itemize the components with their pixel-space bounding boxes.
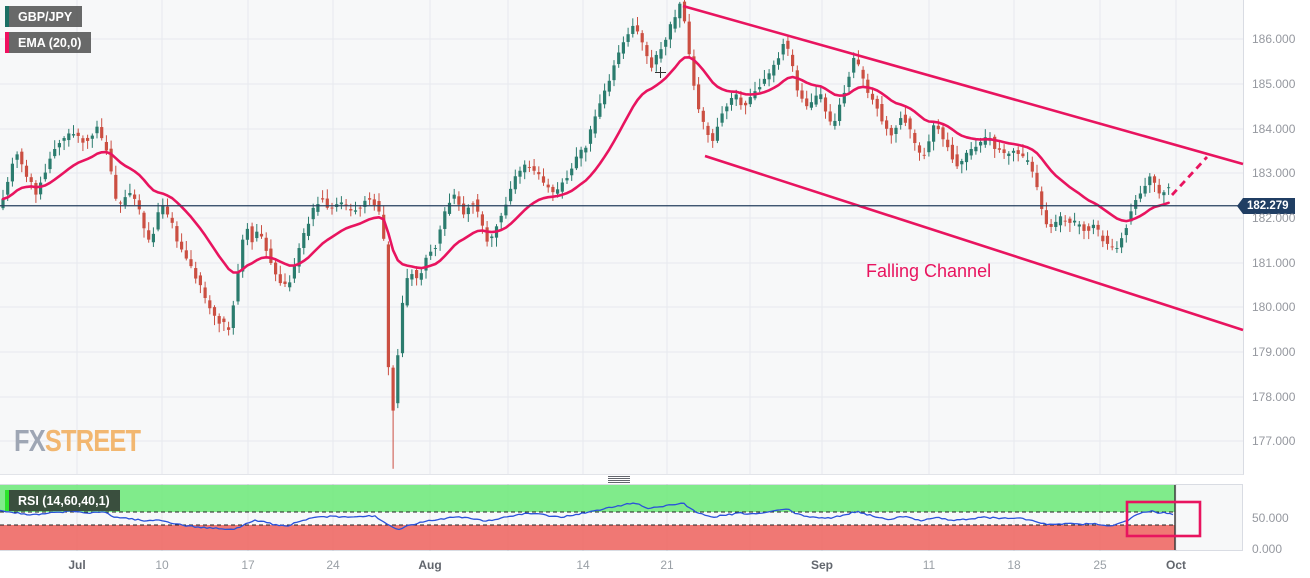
channel-lower-line xyxy=(704,154,1244,332)
time-axis-label: Jul xyxy=(68,558,86,572)
crosshair-marker xyxy=(655,67,666,78)
candlesticks-layer xyxy=(1,0,1171,469)
price-axis-label: 182.000 xyxy=(1252,211,1296,225)
rsi-label: RSI (14,60,40,1) xyxy=(18,493,110,508)
rsi-highlight-rect xyxy=(1125,500,1202,538)
price-axis-label: 180.000 xyxy=(1252,300,1296,314)
price-axis-label: 177.000 xyxy=(1252,434,1296,448)
projection-dashed-line xyxy=(1170,156,1209,196)
price-axis-label: 178.000 xyxy=(1252,390,1296,404)
rsi-overbought-zone xyxy=(0,485,1175,512)
time-axis-label: 25 xyxy=(1093,558,1107,572)
time-axis-label: 18 xyxy=(1007,558,1021,572)
ema-accent-bar xyxy=(5,32,9,53)
price-axis-label: 184.000 xyxy=(1252,122,1296,136)
price-axis-label: 181.000 xyxy=(1252,256,1296,270)
rsi-legend-badge: RSI (14,60,40,1) xyxy=(5,490,120,511)
time-axis-label: 21 xyxy=(660,558,674,572)
rsi-accent-bar xyxy=(5,490,9,511)
ema-line xyxy=(1,55,1170,274)
time-axis-label: 17 xyxy=(241,558,255,572)
fxstreet-watermark: FXSTREET xyxy=(14,423,141,459)
ema-legend-badge: EMA (20,0) xyxy=(5,32,92,53)
time-axis-label: Sep xyxy=(810,558,834,572)
price-axis-label: 0.000 xyxy=(1252,542,1283,556)
time-axis-label: 10 xyxy=(155,558,169,572)
gridlines xyxy=(0,0,1243,551)
time-axis-label: 14 xyxy=(576,558,590,572)
pane-resize-handle[interactable] xyxy=(608,476,630,483)
channel-upper-line xyxy=(682,4,1244,166)
price-axis-label: 179.000 xyxy=(1252,345,1296,359)
price-axis-label: 50.000 xyxy=(1252,511,1289,525)
last-price-badge: 182.279 xyxy=(1237,198,1295,214)
symbol-label: GBP/JPY xyxy=(18,9,73,24)
watermark-fx: FX xyxy=(14,423,46,458)
price-axis-label: 185.000 xyxy=(1252,77,1296,91)
falling-channel-annotation: Falling Channel xyxy=(866,261,992,281)
price-axis-label: 186.000 xyxy=(1252,32,1296,46)
ema-label: EMA (20,0) xyxy=(18,35,82,50)
symbol-accent-bar xyxy=(5,6,9,27)
watermark-street: STREET xyxy=(44,423,141,458)
rsi-zones xyxy=(0,485,1176,550)
time-axis-label: 24 xyxy=(326,558,340,572)
time-axis-label: Aug xyxy=(418,558,442,572)
price-axis-label: 183.000 xyxy=(1252,166,1296,180)
time-axis-label: Oct xyxy=(1165,558,1187,572)
rsi-line xyxy=(0,502,1174,531)
time-axis-label: 11 xyxy=(922,558,936,572)
rsi-oversold-zone xyxy=(0,525,1175,550)
symbol-legend-badge: GBP/JPY xyxy=(5,6,83,27)
